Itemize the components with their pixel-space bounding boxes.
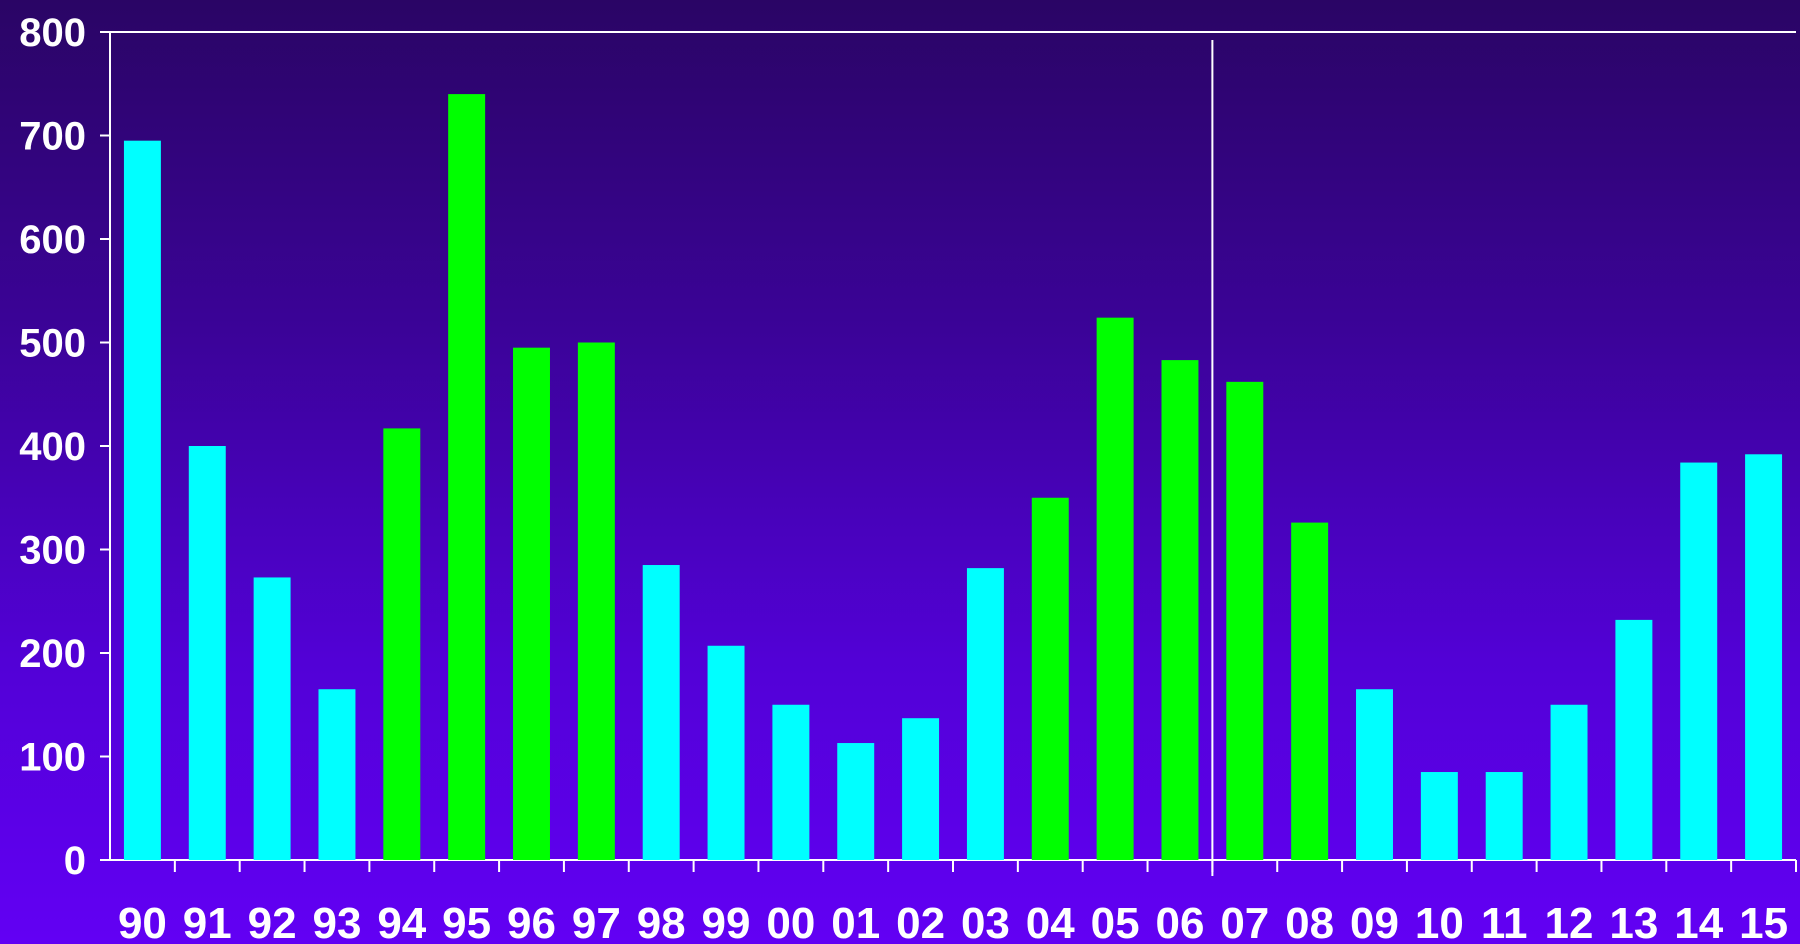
y-tick-label: 700 bbox=[19, 115, 86, 159]
bar-11 bbox=[1485, 772, 1523, 860]
x-tick-label: 00 bbox=[766, 899, 815, 944]
bar-95 bbox=[448, 94, 486, 861]
bar-02 bbox=[902, 718, 940, 860]
bar-97 bbox=[577, 342, 615, 860]
x-tick-label: 14 bbox=[1674, 899, 1723, 944]
x-tick-label: 10 bbox=[1415, 899, 1464, 944]
x-tick-label: 02 bbox=[896, 899, 945, 944]
bar-91 bbox=[188, 446, 226, 860]
x-tick-label: 90 bbox=[118, 899, 167, 944]
x-tick-label: 09 bbox=[1350, 899, 1399, 944]
x-tick-label: 95 bbox=[442, 899, 491, 944]
x-tick-label: 93 bbox=[312, 899, 361, 944]
x-axis: 90 91 92 93 94 95 96 97 98 99 00 01 02 03 04 05 06 07 08 09… bbox=[118, 860, 1797, 944]
bar-05 bbox=[1096, 317, 1134, 860]
x-tick-label: 01 bbox=[831, 899, 880, 944]
x-tick-label: 03 bbox=[961, 899, 1010, 944]
y-tick-label: 200 bbox=[19, 632, 86, 676]
bars bbox=[123, 94, 1783, 861]
y-tick-label: 500 bbox=[19, 322, 86, 366]
x-tick-label: 91 bbox=[183, 899, 232, 944]
bar-07 bbox=[1226, 381, 1264, 860]
x-tick-label: 98 bbox=[637, 899, 686, 944]
y-tick-label: 800 bbox=[19, 11, 86, 55]
bar-15 bbox=[1745, 454, 1783, 860]
x-tick-label: 11 bbox=[1481, 899, 1528, 944]
y-tick-label: 600 bbox=[19, 218, 86, 262]
y-tick-label: 0 bbox=[64, 839, 86, 883]
bar-94 bbox=[383, 428, 421, 860]
x-tick-label: 12 bbox=[1545, 899, 1594, 944]
bar-12 bbox=[1550, 704, 1588, 860]
y-tick-label: 300 bbox=[19, 529, 86, 573]
bar-92 bbox=[253, 577, 291, 860]
x-tick-label: 08 bbox=[1285, 899, 1334, 944]
y-tick-label: 100 bbox=[19, 736, 86, 780]
bar-14 bbox=[1680, 462, 1718, 860]
bar-01 bbox=[837, 743, 875, 860]
bar-98 bbox=[642, 565, 680, 860]
x-tick-label: 96 bbox=[507, 899, 556, 944]
bar-99 bbox=[707, 645, 745, 860]
bar-09 bbox=[1356, 689, 1393, 860]
bar-03 bbox=[966, 568, 1004, 860]
x-tick-label: 05 bbox=[1091, 899, 1140, 944]
bar-00 bbox=[772, 704, 810, 860]
bar-96 bbox=[513, 347, 550, 860]
x-tick-label: 04 bbox=[1026, 899, 1075, 944]
x-tick-label: 13 bbox=[1609, 899, 1658, 944]
x-tick-label: 94 bbox=[377, 899, 426, 944]
y-axis: 0 100 200 300 400 500 600 700 800 bbox=[19, 11, 110, 883]
bar-93 bbox=[318, 689, 356, 860]
bar-10 bbox=[1420, 772, 1458, 860]
bar-13 bbox=[1615, 619, 1653, 860]
x-tick-label: 92 bbox=[248, 899, 297, 944]
bar-06 bbox=[1161, 360, 1199, 860]
y-tick-label: 400 bbox=[19, 425, 86, 469]
x-tick-label: 99 bbox=[702, 899, 751, 944]
x-tick-label: 97 bbox=[572, 899, 621, 944]
x-tick-label: 06 bbox=[1155, 899, 1204, 944]
plot-frame bbox=[109, 31, 1796, 876]
x-tick-label: 15 bbox=[1739, 899, 1788, 944]
bar-90 bbox=[123, 140, 161, 861]
bar-04 bbox=[1031, 497, 1069, 860]
bar-08 bbox=[1291, 522, 1329, 860]
x-tick-label: 07 bbox=[1220, 899, 1269, 944]
